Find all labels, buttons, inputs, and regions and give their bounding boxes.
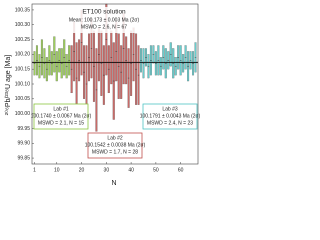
y-tick-label: 99.85 (17, 155, 30, 161)
y-tick-label: 100.00 (15, 111, 31, 117)
lab-name: Lab #2 (107, 135, 123, 141)
y-tick-label: 99.95 (17, 126, 30, 132)
annotation-title: ET100 solution (82, 9, 126, 16)
x-axis-label: N (111, 180, 116, 187)
lab-line: 100.1542 ± 0.0038 Ma (2σ) (85, 142, 146, 148)
x-tick-label: 40 (128, 167, 134, 173)
y-tick-label: 100.10 (15, 81, 31, 87)
y-axis-label: ²⁰⁶Pb/²³⁸U age [Ma] (4, 55, 12, 115)
lab-box (142, 103, 198, 130)
chart: ²⁰⁶Pb/²³⁸U age [Ma] N 99.85 99.90 99.95 100… (4, 3, 201, 187)
lab-name: Lab #1 (53, 106, 69, 112)
lab-line: MSWD = 2.1, N = 15 (38, 120, 84, 126)
y-tick-label: 100.35 (15, 7, 31, 13)
y-tick-label: 100.30 (15, 22, 31, 28)
x-tick-label: 20 (79, 167, 85, 173)
lab-line: 100.1791 ± 0.0043 Ma (2σ) (140, 113, 201, 119)
lab-line: MSWD = 1.7, N = 28 (92, 149, 138, 155)
annotation-line: MSWD = 2.6, N = 67 (81, 24, 127, 30)
x-tick-label: 50 (153, 167, 159, 173)
lab-line: 100.1740 ± 0.0067 Ma (2σ) (31, 113, 92, 119)
x-tick-label: 30 (104, 167, 110, 173)
y-tick-label: 100.20 (15, 52, 31, 58)
lab-name: Lab #3 (162, 106, 178, 112)
y-tick-label: 99.90 (17, 141, 30, 147)
lab-box (87, 132, 143, 159)
x-tick-label: 60 (178, 167, 184, 173)
y-tick-label: 100.05 (15, 96, 31, 102)
annotation-box (68, 7, 140, 33)
annotation-line: Mean: 100.173 ± 0.003 Ma (2σ) (69, 17, 140, 23)
plot-frame (31, 3, 199, 165)
lab-box (33, 103, 89, 130)
lab-line: MSWD = 2.4, N = 23 (147, 120, 193, 126)
y-tick-label: 100.15 (15, 67, 31, 73)
y-tick-label: 100.25 (15, 37, 31, 43)
x-tick-label: 1 (33, 167, 36, 173)
x-tick-label: 10 (54, 167, 60, 173)
